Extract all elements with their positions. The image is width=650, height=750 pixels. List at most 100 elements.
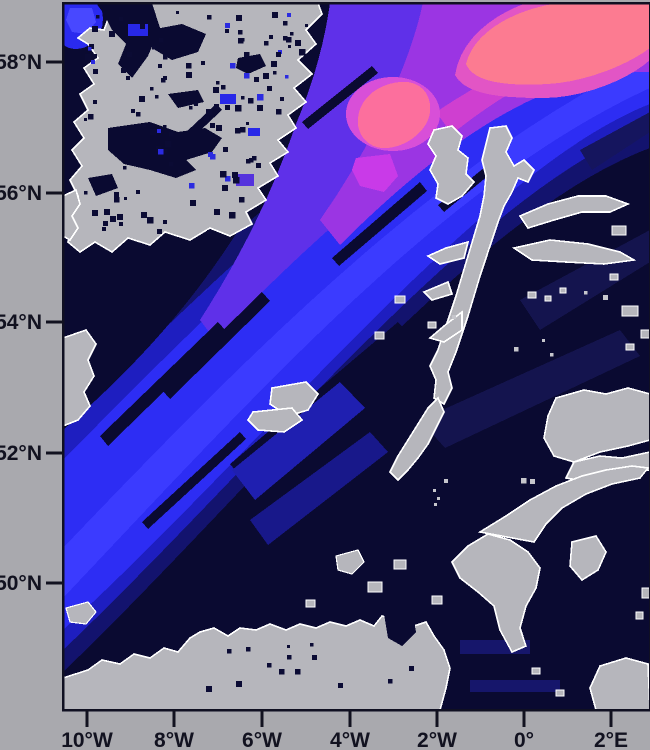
land-speckles (84, 11, 609, 692)
speckle-dot (92, 26, 99, 33)
speckle-dot (109, 31, 115, 37)
speckle-dot (207, 230, 212, 235)
speckle-dot (221, 85, 226, 90)
lon-tick-label: 8°W (154, 729, 194, 750)
lon-tick-label: 6°W (242, 729, 282, 750)
speckle-dot (158, 149, 164, 155)
speckle-dot (117, 214, 124, 221)
map-plot-area (63, 3, 650, 710)
speckle-dot (222, 185, 229, 192)
speckle-dot (206, 686, 212, 692)
speckle-dot (204, 116, 210, 122)
speckle-dot (178, 170, 182, 174)
speckle-dot (295, 669, 301, 675)
speckle-dot (287, 13, 292, 18)
speckle-dot (124, 197, 128, 201)
speckle-dot (210, 123, 216, 129)
pink-maximum-a (466, 3, 650, 85)
speckle-dot (190, 200, 197, 207)
speckle-dot (227, 649, 232, 654)
speckle-dot (147, 217, 154, 224)
lat-tick-label: 50°N (0, 572, 42, 595)
speckle-dot (254, 77, 260, 83)
pink-maximum-b (357, 81, 431, 149)
speckle-dot (143, 124, 147, 128)
lon-tick-label: 2°W (417, 729, 457, 750)
speckle-dot (257, 94, 264, 101)
speckle-dot (521, 478, 527, 484)
speckle-dot (123, 166, 127, 170)
speckle-dot (131, 109, 135, 113)
south-mass-inlet (384, 610, 416, 646)
speckle-dot (244, 52, 250, 58)
speckle-dot (163, 220, 168, 225)
longitude-axis: 10°W 8°W 6°W 4°W 2°W 0° 2°E (61, 710, 628, 750)
lon-tick-label: 4°W (330, 729, 370, 750)
land-scotland-mass (65, 3, 323, 253)
speckle-dot (150, 87, 154, 91)
speckle-dot (256, 163, 261, 168)
speckle-dot (91, 60, 96, 65)
speckle-dot (163, 149, 168, 154)
speckle-dot (225, 105, 230, 110)
lon-tick-label: 10°W (61, 729, 113, 750)
speckle-dot (225, 29, 229, 33)
speckle-dot (233, 177, 240, 184)
land-south-mass (63, 549, 565, 710)
map-frame (61, 1, 650, 712)
speckle-dot (93, 100, 97, 104)
speckle-dot (283, 21, 288, 26)
speckle-dot (278, 50, 282, 54)
speckle-dot (248, 98, 254, 104)
speckle-dot (189, 106, 193, 110)
speckle-dot (220, 171, 227, 178)
speckle-dot (290, 32, 294, 36)
speckle-dot (285, 75, 289, 79)
speckle-dot (271, 61, 277, 67)
speckle-dot (409, 666, 415, 672)
speckle-dot (252, 156, 257, 161)
speckle-dot (214, 209, 220, 215)
speckle-dot (241, 96, 245, 100)
speckle-dot (273, 71, 277, 75)
speckle-dot (236, 15, 242, 21)
speckle-dot (286, 37, 292, 43)
speckle-dot (161, 78, 166, 83)
speckle-dot (452, 315, 457, 320)
speckle-dot (187, 102, 191, 106)
speckle-dot (119, 17, 123, 21)
speckle-dot (85, 54, 91, 60)
speckle-dot (280, 97, 284, 101)
speckle-dot (232, 172, 238, 178)
speckle-dot (299, 49, 306, 56)
speckle-dot (127, 52, 133, 58)
speckle-dot (257, 105, 263, 111)
speckle-dot (225, 23, 231, 29)
speckle-dot (236, 681, 242, 687)
speckle-dot (114, 197, 120, 203)
speckle-dot (152, 46, 156, 50)
speckle-dot (550, 353, 554, 357)
speckle-dot (140, 24, 145, 29)
speckle-dot (104, 209, 110, 215)
speckle-dot (169, 132, 174, 137)
speckle-dot (283, 36, 288, 41)
speckle-dot (150, 129, 157, 136)
speckle-dot (139, 96, 146, 103)
speckle-dot (119, 222, 124, 227)
lat-tick-label: 54°N (0, 311, 42, 334)
lon-tick-label: 0° (514, 729, 534, 750)
speckle-dot (312, 655, 318, 661)
speckle-dot (213, 87, 220, 94)
speckle-dot (238, 38, 244, 44)
land-central-island-mass (246, 125, 650, 482)
speckle-dot (84, 118, 88, 122)
speckle-dot (272, 12, 279, 19)
speckle-dot (388, 679, 393, 684)
speckle-dot (267, 663, 272, 668)
speckle-dot (93, 69, 98, 74)
speckle-dot (158, 64, 163, 69)
speckle-dot (305, 24, 309, 28)
